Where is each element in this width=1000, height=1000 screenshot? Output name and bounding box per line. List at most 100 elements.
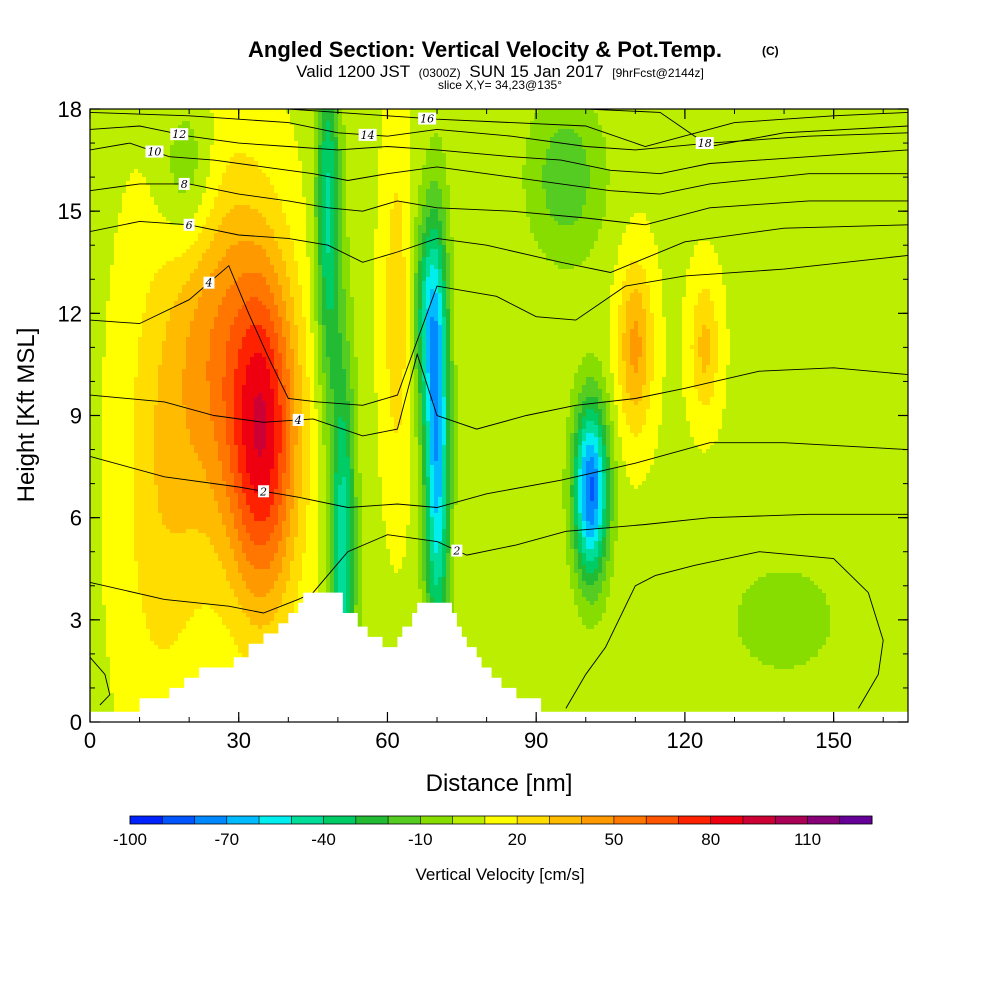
velocity-cell [230,201,235,206]
velocity-cell [130,201,135,206]
velocity-cell [186,117,191,122]
velocity-cell [602,153,607,158]
velocity-cell [542,161,547,166]
velocity-cell [754,125,759,130]
velocity-cell [614,109,619,114]
velocity-cell [838,169,843,174]
velocity-cell [162,125,167,130]
velocity-cell [694,177,699,182]
velocity-cell [830,125,835,130]
velocity-cell [630,117,635,122]
velocity-cell [282,181,287,186]
velocity-cell [214,125,219,130]
velocity-cell [414,185,419,190]
velocity-cell [558,129,563,134]
velocity-cell [694,193,699,198]
velocity-cell [450,201,455,206]
velocity-cell [562,117,567,122]
velocity-cell [262,149,267,154]
velocity-cell [450,193,455,198]
velocity-cell [682,113,687,118]
velocity-cell [322,185,327,190]
velocity-cell [746,133,751,138]
velocity-cell [262,153,267,158]
velocity-cell [294,193,299,198]
velocity-cell [214,149,219,154]
velocity-cell [690,189,695,194]
velocity-cell [870,189,875,194]
velocity-cell [170,161,175,166]
velocity-cell [570,133,575,138]
velocity-cell [238,149,243,154]
velocity-cell [654,125,659,130]
velocity-cell [514,173,519,178]
velocity-cell [530,125,535,130]
velocity-cell [366,113,371,118]
velocity-cell [598,157,603,162]
velocity-cell [310,113,315,118]
velocity-cell [126,157,131,162]
velocity-cell [842,181,847,186]
velocity-cell [802,165,807,170]
velocity-cell [134,169,139,174]
velocity-cell [630,181,635,186]
velocity-cell [338,125,343,130]
velocity-cell [802,109,807,114]
velocity-cell [690,161,695,166]
velocity-cell [770,189,775,194]
velocity-cell [834,117,839,122]
velocity-cell [98,161,103,166]
velocity-cell [862,157,867,162]
velocity-cell [702,109,707,114]
velocity-cell [122,169,127,174]
velocity-cell [582,137,587,142]
velocity-cell [798,129,803,134]
velocity-cell [254,169,259,174]
velocity-cell [270,109,275,114]
velocity-cell [554,113,559,118]
velocity-cell [778,125,783,130]
velocity-cell [838,117,843,122]
velocity-cell [714,201,719,206]
velocity-cell [262,205,267,210]
velocity-cell [802,185,807,190]
velocity-cell [722,153,727,158]
velocity-cell [698,181,703,186]
velocity-cell [458,177,463,182]
velocity-cell [774,197,779,202]
velocity-cell [778,181,783,186]
velocity-cell [622,173,627,178]
velocity-cell [490,141,495,146]
velocity-cell [710,197,715,202]
velocity-cell [354,109,359,114]
velocity-cell [874,193,879,198]
velocity-cell [118,117,123,122]
velocity-cell [330,109,335,114]
velocity-cell [238,137,243,142]
velocity-cell [462,189,467,194]
velocity-cell [614,185,619,190]
velocity-cell [646,109,651,114]
velocity-cell [834,181,839,186]
velocity-cell [662,133,667,138]
velocity-cell [186,113,191,118]
velocity-cell [326,181,331,186]
velocity-cell [214,113,219,118]
velocity-cell [686,113,691,118]
velocity-cell [834,185,839,190]
velocity-cell [638,197,643,202]
velocity-cell [234,133,239,138]
velocity-cell [142,157,147,162]
velocity-cell [518,141,523,146]
velocity-cell [498,125,503,130]
velocity-cell [110,153,115,158]
velocity-cell [854,145,859,150]
velocity-cell [194,177,199,182]
velocity-cell [474,149,479,154]
velocity-cell [454,137,459,142]
velocity-cell [358,173,363,178]
velocity-cell [902,189,907,194]
velocity-cell [198,145,203,150]
velocity-cell [898,185,903,190]
velocity-cell [126,137,131,142]
